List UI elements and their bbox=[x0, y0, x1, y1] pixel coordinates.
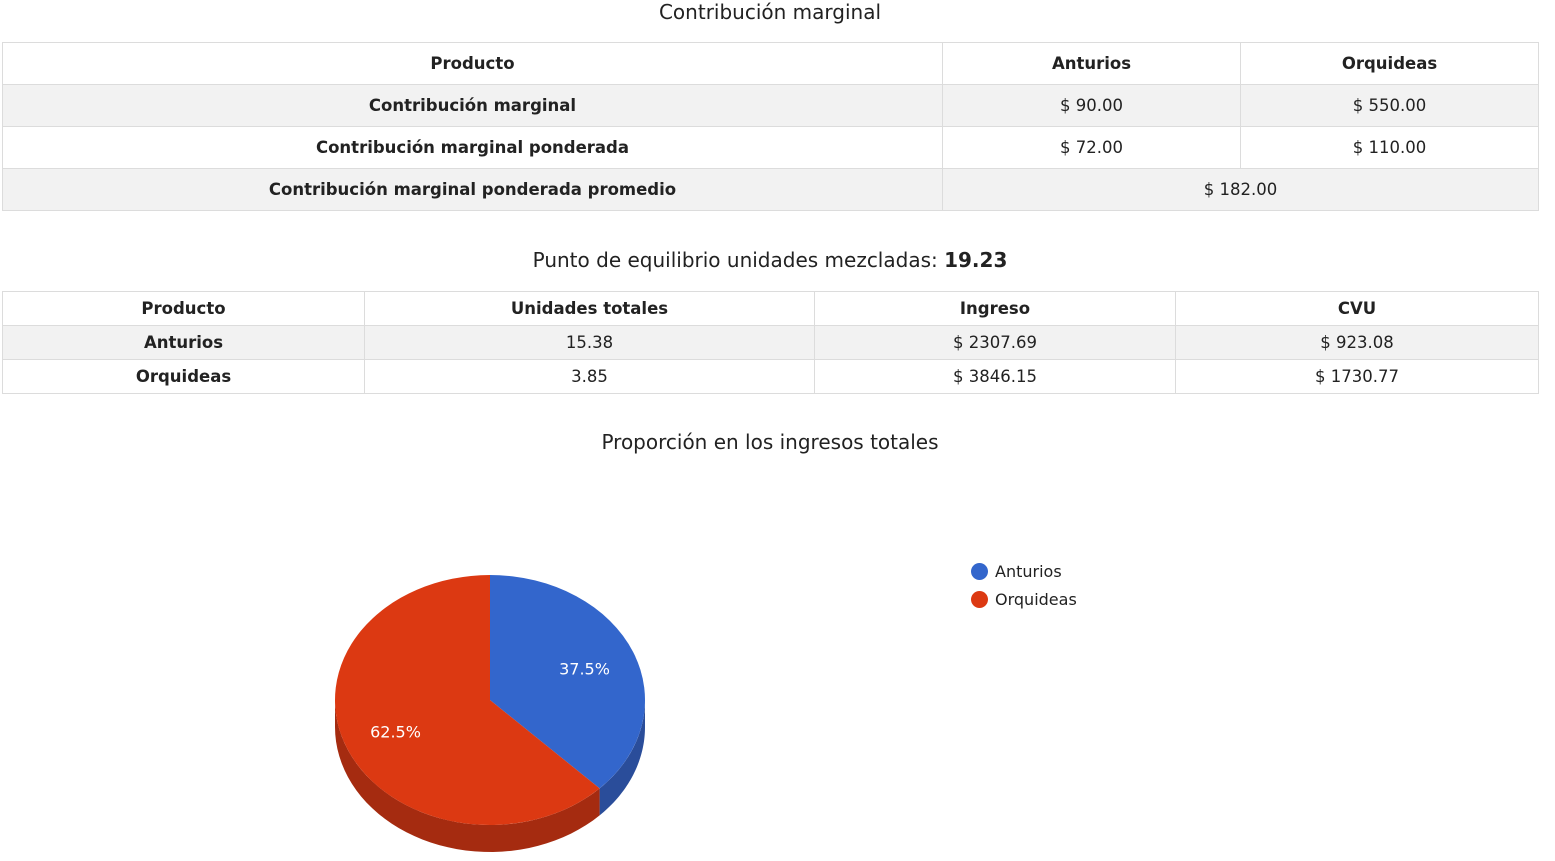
pie-slice-orquideas bbox=[335, 575, 600, 825]
table-cell: $ 182.00 bbox=[942, 168, 1539, 211]
table-cell: $ 72.00 bbox=[942, 126, 1241, 169]
table-row: Anturios 15.38 $ 2307.69 $ 923.08 bbox=[2, 325, 1539, 360]
breakeven-value: 19.23 bbox=[944, 248, 1008, 272]
table-header-row: Producto Anturios Orquideas bbox=[2, 42, 1539, 85]
chart-legend: Anturios Orquideas bbox=[971, 557, 1077, 613]
pie-slice-anturios bbox=[490, 575, 646, 789]
legend-swatch bbox=[971, 590, 988, 608]
header-cell: Producto bbox=[2, 42, 943, 85]
row-label: Contribución marginal ponderada bbox=[2, 126, 943, 169]
contribution-title: Contribución marginal bbox=[658, 0, 882, 24]
header-cell: Ingreso bbox=[814, 291, 1176, 326]
pie-data-label: 62.5% bbox=[370, 723, 421, 742]
chart-title: Proporción en los ingresos totales bbox=[601, 430, 939, 454]
table-cell: $ 923.08 bbox=[1175, 325, 1539, 360]
table-cell: $ 110.00 bbox=[1240, 126, 1539, 169]
table-cell: $ 3846.15 bbox=[814, 359, 1176, 394]
table-cell: $ 2307.69 bbox=[814, 325, 1176, 360]
row-label: Anturios bbox=[2, 325, 365, 360]
table-header-row: Producto Unidades totales Ingreso CVU bbox=[2, 291, 1539, 326]
header-cell: Producto bbox=[2, 291, 365, 326]
table-row: Contribución marginal ponderada promedio… bbox=[2, 168, 1539, 211]
table-row: Contribución marginal $ 90.00 $ 550.00 bbox=[2, 84, 1539, 127]
pie-side-orquideas bbox=[335, 700, 600, 852]
breakeven-title: Punto de equilibrio unidades mezcladas: … bbox=[0, 248, 1540, 272]
header-cell: Anturios bbox=[942, 42, 1241, 85]
legend-label: Anturios bbox=[995, 561, 1062, 581]
table-row: Contribución marginal ponderada $ 72.00 … bbox=[2, 126, 1539, 169]
legend-label: Orquideas bbox=[995, 589, 1077, 609]
table-cell: $ 1730.77 bbox=[1175, 359, 1539, 394]
table-cell: $ 90.00 bbox=[942, 84, 1241, 127]
header-cell: CVU bbox=[1175, 291, 1539, 326]
units-table: Producto Unidades totales Ingreso CVU An… bbox=[2, 291, 1539, 394]
legend-swatch bbox=[971, 562, 988, 580]
header-cell: Orquideas bbox=[1240, 42, 1539, 85]
row-label: Contribución marginal ponderada promedio bbox=[2, 168, 943, 211]
breakeven-label: Punto de equilibrio unidades mezcladas: bbox=[532, 248, 945, 272]
table-row: Orquideas 3.85 $ 3846.15 $ 1730.77 bbox=[2, 359, 1539, 394]
contribution-table: Producto Anturios Orquideas Contribución… bbox=[2, 42, 1539, 211]
table-cell: $ 550.00 bbox=[1240, 84, 1539, 127]
table-cell: 15.38 bbox=[364, 325, 815, 360]
row-label: Orquideas bbox=[2, 359, 365, 394]
legend-item[interactable]: Orquideas bbox=[971, 585, 1077, 613]
table-cell: 3.85 bbox=[364, 359, 815, 394]
pie-side-anturios bbox=[599, 700, 645, 816]
legend-item[interactable]: Anturios bbox=[971, 557, 1077, 585]
pie-data-label: 37.5% bbox=[559, 659, 610, 678]
row-label: Contribución marginal bbox=[2, 84, 943, 127]
header-cell: Unidades totales bbox=[364, 291, 815, 326]
